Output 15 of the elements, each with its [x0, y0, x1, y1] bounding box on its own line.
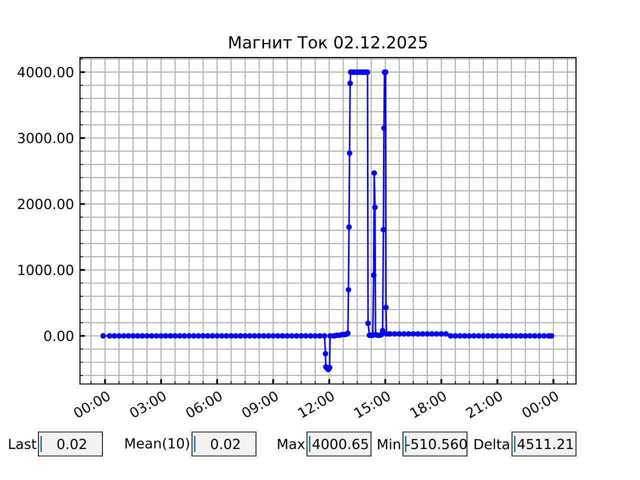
- y-tick-label: 1000.00: [18, 264, 74, 276]
- text: Max: [278, 438, 305, 450]
- y-tick-label: 2000.00: [18, 198, 74, 210]
- y-tick-label: 3000.00: [18, 132, 74, 144]
- text: Last: [9, 438, 36, 450]
- y-tick-label: 4000.00: [18, 66, 74, 78]
- text: Min: [378, 438, 400, 450]
- text: 4511.21: [518, 438, 573, 450]
- text: 0.02: [57, 438, 86, 450]
- text: Delta: [474, 438, 509, 450]
- text: Mean(10): [125, 438, 190, 450]
- text: 4000.65: [312, 438, 368, 450]
- y-tick-label: 0.00: [44, 330, 74, 342]
- text: 0.02: [211, 438, 240, 450]
- chart-title: Магнит Ток 02.12.2025: [229, 36, 427, 49]
